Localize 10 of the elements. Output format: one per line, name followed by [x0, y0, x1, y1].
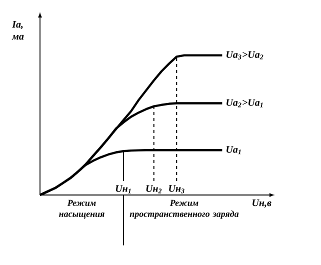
series-label: Uа$_{2}$>Uа$_{1}$ — [226, 99, 263, 108]
x-tick-label: Uн$_{1}$ — [116, 185, 131, 194]
text: Режим пространственного заряда — [130, 200, 239, 219]
y-axis-title: Iа, ма — [12, 21, 24, 40]
x-tick-label: Uн$_{3}$ — [169, 185, 184, 194]
series-label: Uа$_{1}$ — [226, 146, 241, 154]
x-tick-label: Uн$_{2}$ — [146, 185, 162, 194]
x-axis-title: Uн,в — [252, 200, 272, 208]
series-label: Uа$_{3}$>Uа$_{2}$ — [226, 51, 264, 60]
text: Режим насыщения — [59, 200, 104, 219]
